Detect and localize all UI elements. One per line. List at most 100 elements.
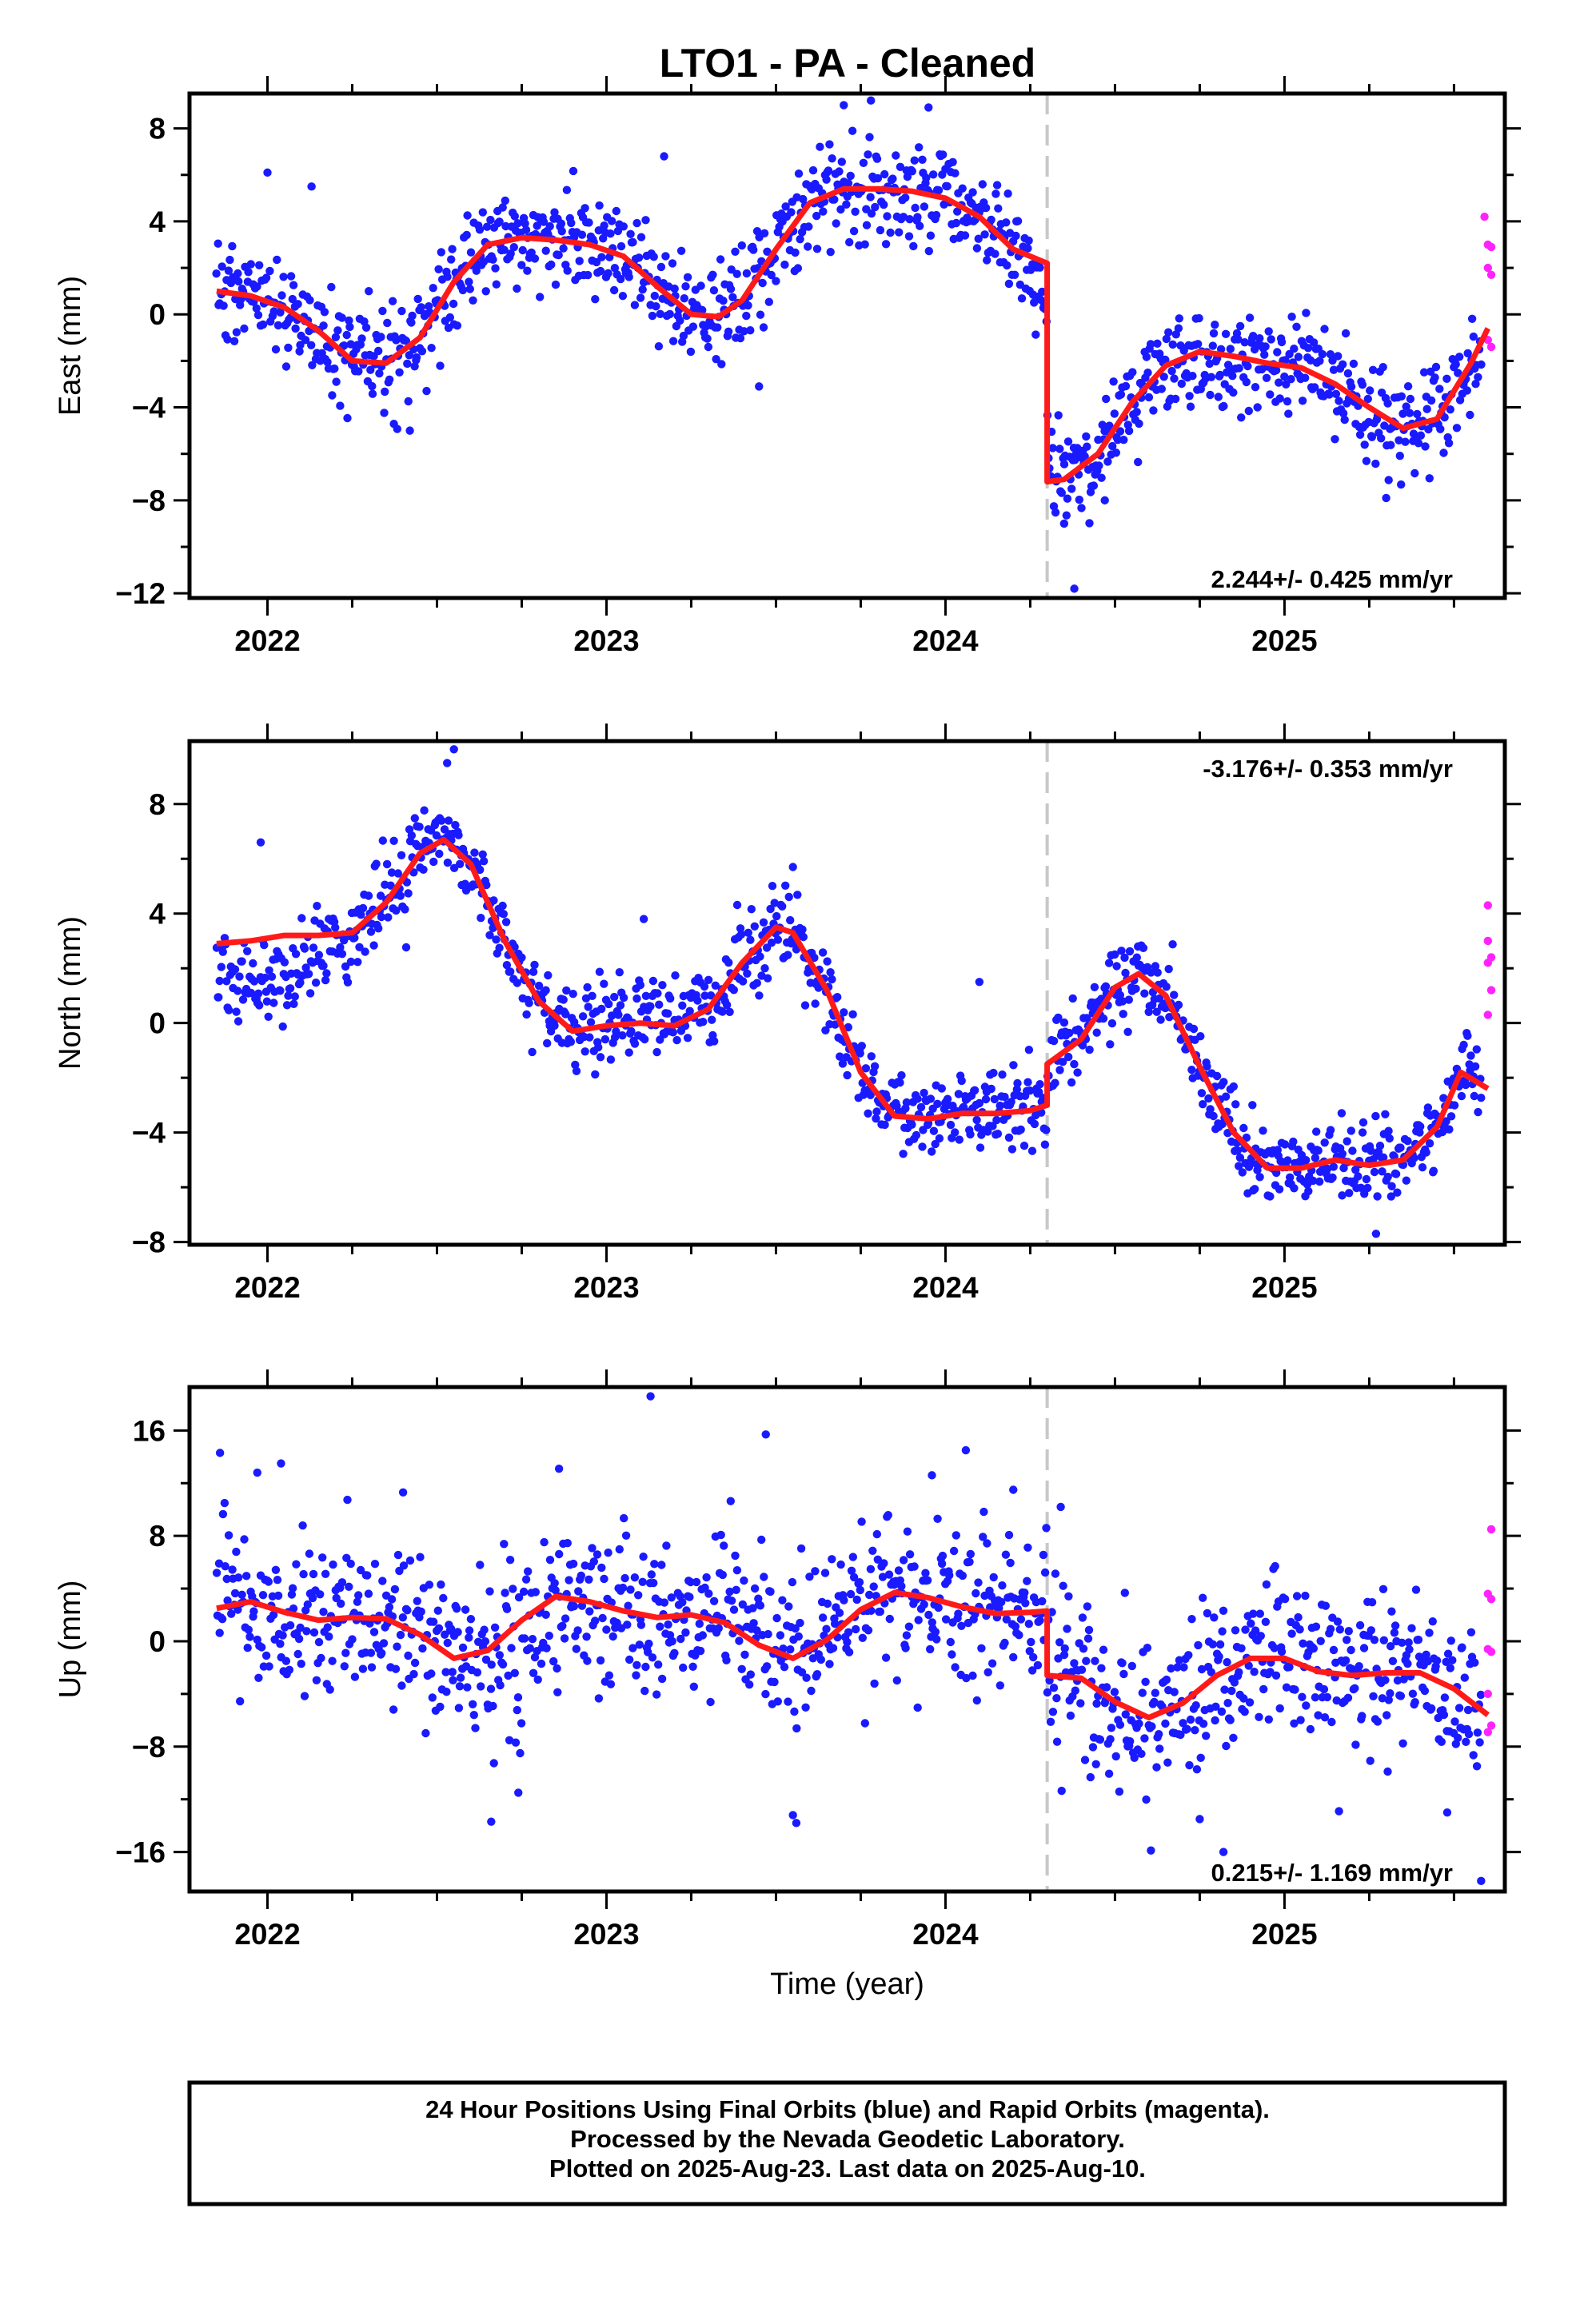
- final-orbit-point: [662, 1541, 671, 1550]
- final-orbit-point: [487, 1660, 496, 1669]
- final-orbit-point: [476, 865, 485, 875]
- final-orbit-point: [761, 1689, 770, 1699]
- final-orbit-point: [1142, 1795, 1151, 1804]
- final-orbit-point: [246, 988, 256, 998]
- final-orbit-point: [1188, 372, 1197, 381]
- final-orbit-point: [825, 140, 834, 149]
- final-orbit-point: [650, 1560, 659, 1569]
- final-orbit-point: [1007, 1098, 1015, 1106]
- final-orbit-point: [1379, 363, 1387, 372]
- final-orbit-point: [1251, 1626, 1260, 1635]
- y-tick-label: 0: [149, 298, 166, 331]
- final-orbit-point: [625, 1655, 634, 1664]
- final-orbit-point: [1139, 943, 1148, 953]
- final-orbit-point: [572, 1066, 581, 1076]
- final-orbit-point: [872, 1114, 880, 1123]
- final-orbit-point: [1285, 349, 1294, 359]
- final-orbit-point: [1462, 1737, 1470, 1746]
- final-orbit-point: [738, 1600, 747, 1609]
- final-orbit-point: [767, 270, 776, 280]
- final-orbit-point: [518, 245, 527, 255]
- final-orbit-point: [1227, 1686, 1236, 1696]
- final-orbit-point: [1454, 369, 1462, 377]
- final-orbit-point: [628, 237, 637, 247]
- final-orbit-point: [1446, 405, 1455, 414]
- final-orbit-point: [1003, 261, 1011, 270]
- final-orbit-point: [574, 1587, 583, 1596]
- final-orbit-point: [755, 382, 764, 391]
- final-orbit-point: [399, 1561, 409, 1570]
- final-orbit-point: [968, 1671, 977, 1680]
- final-orbit-point: [461, 1605, 470, 1614]
- final-orbit-point: [909, 241, 918, 251]
- final-orbit-point: [1308, 1176, 1318, 1186]
- final-orbit-point: [653, 989, 662, 998]
- final-orbit-point: [396, 891, 405, 900]
- final-orbit-point: [1408, 1689, 1418, 1698]
- final-orbit-point: [1446, 1112, 1456, 1121]
- final-orbit-point: [1291, 1685, 1299, 1694]
- final-orbit-point: [1283, 397, 1292, 406]
- final-orbit-point: [1334, 352, 1343, 361]
- final-orbit-point: [1303, 344, 1313, 353]
- final-orbit-point: [1379, 1585, 1388, 1594]
- final-orbit-point: [773, 1697, 782, 1706]
- final-orbit-point: [429, 284, 437, 293]
- final-orbit-point: [646, 1392, 655, 1401]
- final-orbit-point: [257, 1643, 266, 1652]
- final-orbit-point: [952, 218, 961, 228]
- final-orbit-point: [615, 968, 624, 977]
- final-orbit-point: [280, 958, 289, 967]
- final-orbit-point: [1080, 1756, 1090, 1764]
- x-tick-label: 2023: [573, 1918, 639, 1951]
- final-orbit-point: [826, 248, 835, 257]
- final-orbit-point: [213, 239, 222, 248]
- final-orbit-point: [1286, 1173, 1295, 1182]
- final-orbit-point: [688, 1662, 697, 1671]
- final-orbit-point: [573, 1626, 582, 1635]
- final-orbit-point: [1106, 1040, 1115, 1049]
- final-orbit-point: [695, 1619, 704, 1628]
- final-orbit-point: [1155, 1744, 1164, 1753]
- final-orbit-point: [1280, 1594, 1290, 1604]
- final-orbit-point: [572, 1644, 581, 1653]
- final-orbit-point: [346, 1559, 355, 1569]
- rapid-orbit-point: [1486, 342, 1496, 352]
- final-orbit-point: [337, 950, 347, 959]
- final-orbit-point: [856, 1585, 865, 1595]
- final-orbit-point: [1049, 1684, 1059, 1692]
- final-orbit-point: [1000, 1638, 1009, 1648]
- final-orbit-point: [606, 229, 615, 238]
- final-orbit-point: [860, 240, 869, 249]
- final-orbit-point: [865, 1590, 874, 1600]
- final-orbit-point: [1063, 494, 1072, 503]
- final-orbit-point: [1088, 1743, 1098, 1752]
- final-orbit-point: [628, 1644, 637, 1652]
- final-orbit-point: [1261, 342, 1270, 351]
- final-orbit-point: [1191, 1726, 1199, 1735]
- final-orbit-point: [456, 859, 465, 869]
- final-orbit-point: [513, 1693, 523, 1702]
- final-orbit-point: [913, 1703, 922, 1712]
- final-orbit-point: [993, 1130, 1003, 1138]
- final-orbit-point: [222, 977, 231, 986]
- final-orbit-point: [994, 204, 1003, 213]
- final-orbit-point: [345, 316, 353, 325]
- final-orbit-point: [1446, 1636, 1456, 1645]
- final-orbit-point: [1386, 1642, 1395, 1651]
- final-orbit-point: [524, 1567, 533, 1576]
- final-orbit-point: [437, 816, 446, 825]
- final-orbit-point: [1054, 1013, 1063, 1022]
- final-orbit-point: [1140, 1734, 1149, 1743]
- final-orbit-point: [744, 928, 752, 938]
- final-orbit-point: [972, 244, 982, 253]
- final-orbit-point: [215, 976, 224, 986]
- final-orbit-point: [1306, 1724, 1315, 1734]
- final-orbit-point: [397, 306, 406, 316]
- final-orbit-point: [520, 1634, 529, 1643]
- final-orbit-point: [1366, 386, 1375, 395]
- final-orbit-point: [1339, 409, 1348, 418]
- final-orbit-point: [864, 150, 872, 159]
- final-orbit-point: [1060, 1644, 1069, 1653]
